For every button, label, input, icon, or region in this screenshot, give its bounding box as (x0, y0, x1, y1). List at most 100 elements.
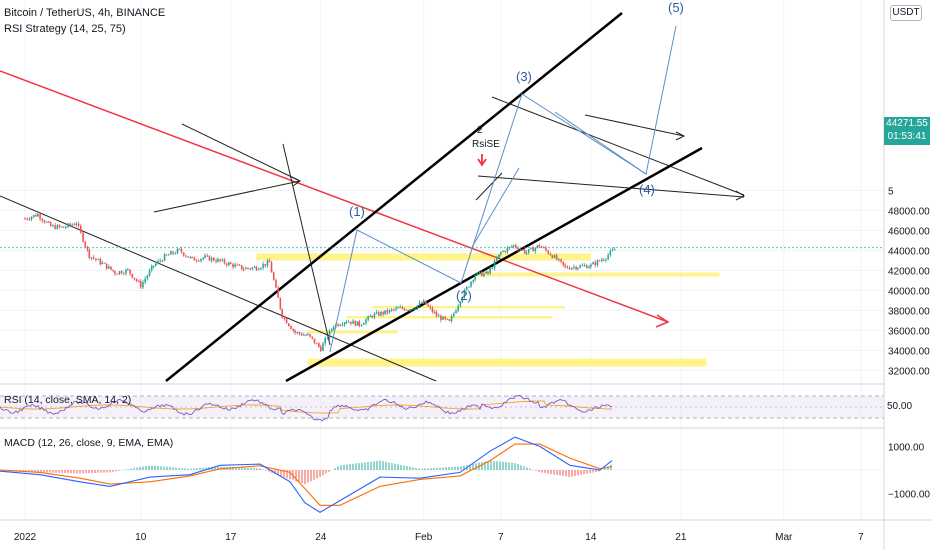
candle-body (133, 277, 136, 280)
candle-body (232, 263, 234, 267)
candle-body (262, 264, 264, 268)
candle-body (245, 267, 247, 270)
macd-pane (0, 436, 884, 513)
candle-body (277, 287, 279, 298)
price-tick-label: 5 (888, 187, 894, 198)
candle-body (568, 268, 571, 270)
candle-body (570, 267, 573, 270)
candle-body (167, 254, 170, 256)
candle-body (487, 271, 489, 274)
candle-body (566, 266, 569, 269)
macd-tick-label: −1000.00 (888, 490, 930, 501)
candle-body (215, 260, 217, 262)
candle-body (82, 232, 84, 242)
candle-body (97, 258, 99, 260)
candle-body (504, 250, 507, 252)
candle-body (605, 259, 607, 261)
candle-body (311, 336, 314, 339)
candle-body (221, 259, 224, 261)
price-tick-label: 34000.00 (888, 347, 930, 358)
candle-body (609, 250, 612, 255)
candle-body (268, 260, 271, 263)
candle-body (483, 273, 485, 277)
candle-body (110, 266, 112, 270)
candle-body (26, 218, 28, 220)
candle-body (395, 307, 397, 310)
candle-body (498, 254, 500, 259)
candle-body (397, 307, 399, 309)
candle-body (204, 255, 206, 258)
candle-body (596, 260, 599, 266)
candle-body (77, 223, 80, 226)
candle-body (195, 260, 198, 262)
candle-body (448, 319, 451, 322)
candle-body (217, 259, 219, 262)
macd-pane-title: MACD (12, 26, close, 9, EMA, EMA) (4, 437, 174, 449)
candle-body (523, 249, 526, 254)
candle-body (120, 271, 123, 274)
candle-body (380, 311, 382, 316)
candle-body (369, 315, 372, 317)
candle-body (125, 269, 127, 274)
candle-body (360, 324, 363, 326)
candle-body (485, 271, 487, 274)
candle-body (422, 300, 425, 304)
candle-body (223, 259, 226, 264)
candle-body (446, 318, 449, 320)
rsi-line (0, 394, 613, 422)
candle-body (519, 249, 522, 251)
candle-body (41, 218, 44, 221)
candle-body (463, 289, 466, 298)
candle-body (275, 279, 277, 288)
candle-body (525, 252, 528, 254)
candle-body (562, 261, 565, 265)
support-resistance-zones (256, 253, 720, 367)
candle-body (35, 214, 37, 217)
currency-badge[interactable]: USDT (890, 5, 922, 21)
candle-body (489, 268, 491, 274)
candle-body (187, 256, 189, 258)
candle-body (43, 220, 46, 223)
candle-body (425, 300, 427, 305)
candle-body (410, 309, 412, 311)
candle-body (581, 265, 584, 267)
drop-line (282, 143, 331, 346)
candle-body (300, 333, 303, 336)
candle-body (225, 263, 228, 266)
candle-body (476, 272, 479, 276)
candle-body (564, 264, 566, 267)
candle-body (602, 259, 605, 261)
candle-body (613, 249, 616, 251)
sell-signal-arrow (477, 154, 487, 167)
chart-title: Bitcoin / TetherUS, 4h, BINANCE (4, 7, 166, 19)
zone-rect (346, 316, 553, 319)
wave-label: (1) (349, 204, 365, 219)
candle-body (521, 249, 524, 251)
candle-body (103, 262, 106, 264)
rsi-ma-line (0, 400, 612, 414)
candle-body (62, 226, 65, 228)
candle-body (185, 255, 187, 257)
price-tick-label: 32000.00 (888, 367, 930, 378)
candle-body (318, 343, 320, 347)
wave-label: (4) (639, 182, 655, 197)
candle-body (219, 259, 221, 261)
price-tick-label: 48000.00 (888, 207, 930, 218)
candle-body (527, 249, 530, 253)
elliott-wave-line (329, 25, 677, 353)
candle-body (371, 315, 374, 318)
candle-body (332, 327, 335, 330)
candle-body (457, 305, 459, 311)
triangle-upper-line (181, 123, 301, 182)
candle-body (440, 315, 442, 320)
candle-body (474, 275, 476, 281)
candlestick-series (0, 211, 884, 352)
candle-body (558, 259, 560, 261)
candle-body (303, 334, 305, 336)
candle-body (52, 225, 54, 227)
candle-body (356, 321, 359, 326)
candle-body (590, 264, 592, 267)
candle-body (493, 260, 496, 269)
candle-body (123, 273, 125, 275)
